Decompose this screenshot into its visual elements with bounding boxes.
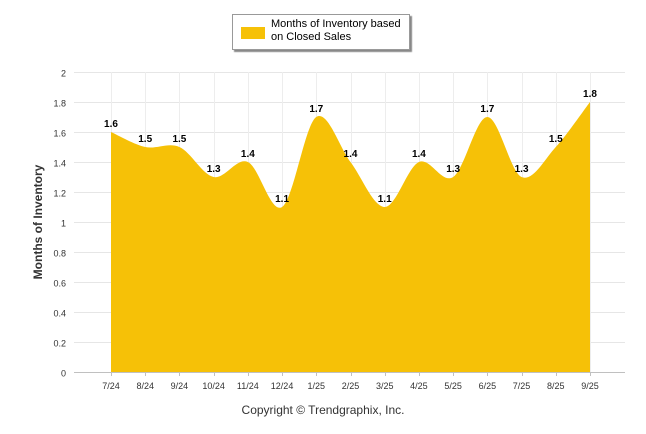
x-tick-label: 9/24 [171, 381, 189, 391]
y-tick-label: 2 [61, 69, 66, 79]
x-tick-label: 11/24 [237, 381, 259, 391]
data-label: 1.6 [104, 119, 118, 130]
data-label: 1.4 [412, 149, 426, 160]
data-labels: 1.6 1.5 1.5 1.3 1.4 1.1 1.7 1.4 1.1 1.4 1.3 1.7 1.3 1… [104, 89, 597, 205]
data-label: 1.5 [549, 134, 563, 145]
data-label: 1.3 [446, 164, 460, 175]
y-axis-title: Months of Inventory [31, 164, 45, 279]
data-label: 1.7 [309, 104, 323, 115]
y-tick-label: 0.4 [53, 309, 66, 319]
data-label: 1.3 [515, 164, 529, 175]
x-tick-label: 12/24 [271, 381, 294, 391]
x-tick-label: 7/24 [102, 381, 120, 391]
x-tick-label: 6/25 [479, 381, 497, 391]
x-tick-label: 7/25 [513, 381, 531, 391]
y-tick-label: 0.6 [53, 279, 66, 289]
x-tick-label: 10/24 [202, 381, 225, 391]
y-tick-label: 1.8 [53, 99, 66, 109]
y-tick-label: 0.8 [53, 249, 66, 259]
data-label: 1.7 [480, 104, 494, 115]
x-tick-label: 3/25 [376, 381, 394, 391]
x-tick-label: 5/25 [444, 381, 462, 391]
legend-label-line-1: Months of Inventory based [271, 18, 401, 30]
x-tick-label: 8/24 [136, 381, 154, 391]
data-label: 1.8 [583, 89, 597, 100]
data-label: 1.3 [207, 164, 221, 175]
legend-label: Months of Inventory based on Closed Sale… [271, 18, 407, 44]
legend: Months of Inventory based on Closed Sale… [232, 14, 410, 50]
y-tick-label: 1.4 [53, 159, 66, 169]
data-label: 1.5 [172, 134, 186, 145]
data-label: 1.4 [241, 149, 255, 160]
y-tick-label: 1.6 [53, 129, 66, 139]
y-tick-label: 1 [61, 219, 66, 229]
x-tick-label: 1/25 [308, 381, 326, 391]
y-tick-label: 0.2 [53, 339, 66, 349]
legend-swatch [241, 27, 265, 39]
area-series-fill [111, 102, 590, 372]
y-tick-label: 0 [61, 369, 66, 379]
data-label: 1.5 [138, 134, 152, 145]
series-area [111, 102, 590, 372]
x-axis-ticks: 7/24 8/24 9/24 10/24 11/24 12/24 1/25 2/25 3/25 4… [102, 372, 599, 391]
data-label: 1.4 [344, 149, 358, 160]
x-tick-label: 2/25 [342, 381, 360, 391]
x-tick-label: 9/25 [581, 381, 599, 391]
x-tick-label: 4/25 [410, 381, 428, 391]
y-axis-ticks: 0 0.2 0.4 0.6 0.8 1 1.2 1.4 1.6 1.8 2 [53, 69, 66, 379]
x-tick-label: 8/25 [547, 381, 565, 391]
y-tick-label: 1.2 [53, 189, 66, 199]
legend-label-line-2: on Closed Sales [271, 31, 352, 43]
data-label: 1.1 [378, 194, 392, 205]
data-label: 1.1 [275, 194, 289, 205]
copyright-footer: Copyright © Trendgraphix, Inc. [241, 403, 405, 417]
